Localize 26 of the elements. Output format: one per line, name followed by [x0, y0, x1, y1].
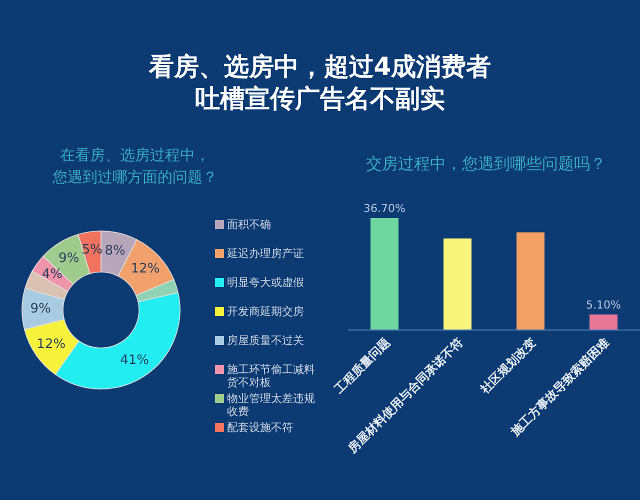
- data-label: 41%: [120, 352, 149, 368]
- x-tick-label: 社区规划改变: [477, 335, 539, 397]
- bar: [370, 218, 398, 330]
- legend-label: 面积不确: [227, 218, 272, 231]
- bar: [516, 232, 544, 330]
- legend-label: 配套设施不符: [227, 421, 294, 434]
- text: 看房、选房中，超过4成消费者吐槽宣传广告名不副实: [148, 51, 492, 115]
- chart-title: 在看房、选房过程中，您遇到过哪方面的问题？: [52, 145, 218, 188]
- legend-label: 开发商延期交房: [227, 305, 305, 318]
- data-label: 9%: [58, 251, 80, 266]
- data-label: 9%: [30, 302, 51, 317]
- legend-label: 施工环节偷工减料货不对板: [227, 363, 316, 389]
- data-label: 5.10%: [586, 298, 621, 312]
- legend-label: 明显夸大或虚假: [227, 276, 305, 289]
- legend-label: 房屋质量不过关: [227, 334, 305, 347]
- data-label: 4%: [42, 266, 62, 282]
- data-label: 8%: [104, 244, 126, 259]
- bar: [444, 238, 472, 330]
- data-label: 12%: [36, 336, 66, 352]
- data-label: 12%: [130, 261, 160, 276]
- bar: [590, 314, 618, 330]
- legend-label: 延迟办理房产证: [227, 247, 305, 260]
- chart-title: 交房过程中，您遇到哪些问题吗？: [365, 153, 607, 175]
- data-label: 36.70%: [364, 202, 406, 215]
- x-tick-label: 工程质量问题: [331, 335, 393, 397]
- legend-label: 物业管理太差违规收费: [227, 392, 316, 418]
